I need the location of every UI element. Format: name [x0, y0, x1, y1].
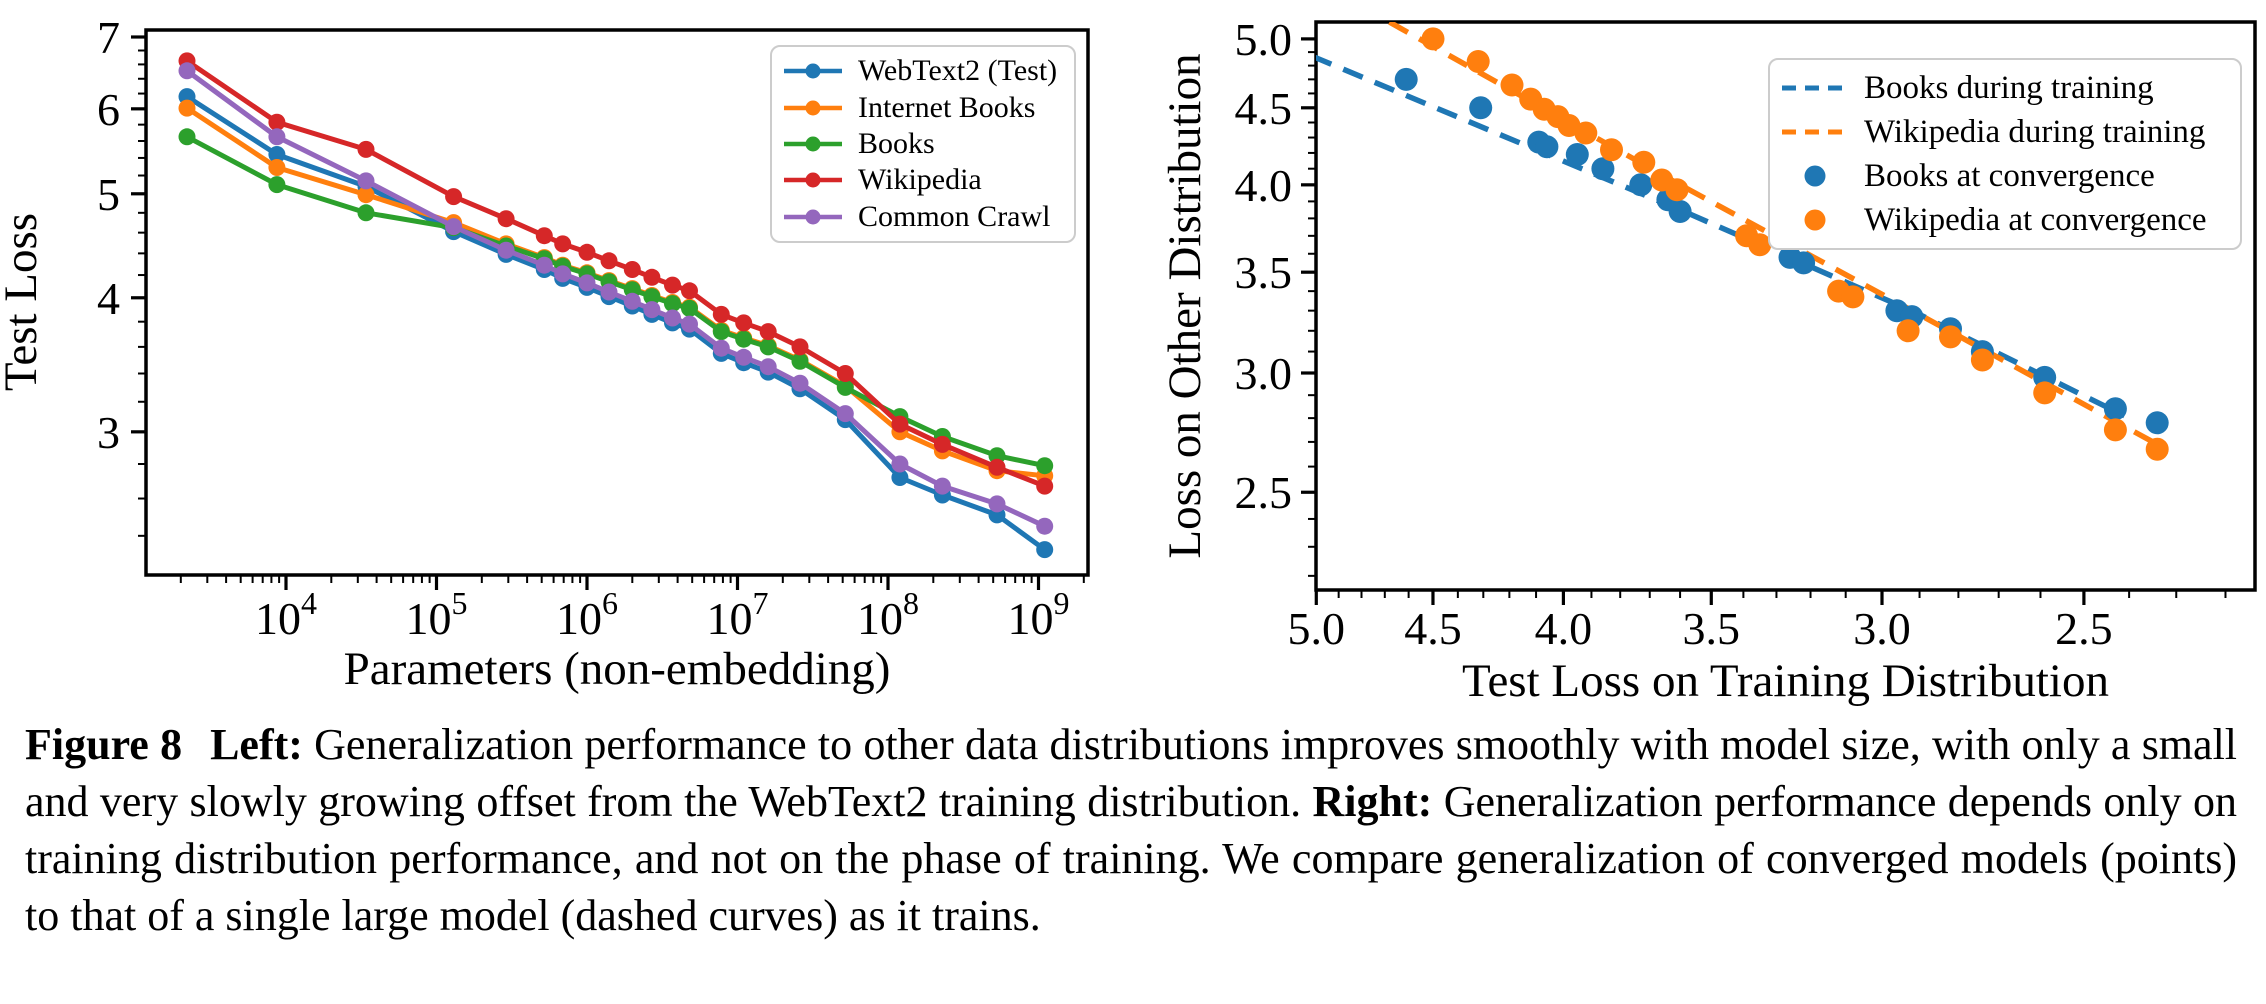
legend-line-marker-icon [784, 209, 842, 225]
legend-line-marker-icon [784, 136, 842, 152]
right-chart-ticks [1301, 37, 2227, 605]
caption-left-text: Generalization performance to other data… [25, 720, 2238, 826]
caption-right-label: Right: [1312, 777, 1433, 826]
legend-item-label: Books during training [1864, 69, 2154, 106]
left-chart-legend: WebText2 (Test) Internet Books Books Wikipe… [770, 45, 1076, 243]
x-tick-label: 105 [406, 585, 468, 644]
y-tick-label: 3.0 [1235, 348, 1293, 399]
right-chart: 5.0 4.5 4.0 3.5 3.0 2.55.04.54.03.53.02.5Test… [1159, 14, 2257, 707]
left-chart-series-wikipedia [178, 52, 1054, 495]
legend-item-books: Books [782, 127, 1064, 161]
legend-item-wikipedia: Wikipedia [782, 163, 1064, 197]
figure-caption: Figure 8 Left: Generalization performance… [25, 716, 2237, 944]
x-tick-label: 2.5 [2055, 603, 2113, 654]
y-tick-label: 2.5 [1235, 467, 1293, 518]
y-tick-label: 6 [97, 84, 120, 135]
y-tick-label: 3.5 [1235, 247, 1293, 298]
right-chart-scatter-wikipedia-at-convergence [1421, 27, 2169, 461]
y-tick-label: 5.0 [1235, 14, 1293, 65]
x-tick-label: 3.0 [1853, 603, 1911, 654]
legend-line-marker-icon [784, 63, 842, 79]
x-tick-label: 4.5 [1404, 603, 1462, 654]
legend-dashed-line-icon [1782, 85, 1848, 91]
y-tick-label: 7 [97, 12, 120, 63]
left-chart-ylabel: Test Loss [0, 213, 47, 391]
legend-dot-icon [1804, 165, 1826, 187]
right-chart-xlabel: Test Loss on Training Distribution [1462, 655, 2109, 707]
legend-item-label: Wikipedia during training [1864, 113, 2206, 150]
legend-item-wikipedia-at-convergence: Wikipedia at convergence [1780, 202, 2230, 239]
legend-item-label: WebText2 (Test) [858, 54, 1058, 88]
legend-item-label: Books at convergence [1864, 157, 2155, 194]
legend-item-webtext2-test-: WebText2 (Test) [782, 54, 1064, 88]
y-tick-label: 4.5 [1235, 83, 1293, 134]
right-chart-ylabel: Loss on Other Distribution [1159, 53, 1211, 558]
y-tick-label: 3 [97, 407, 120, 458]
legend-item-label: Wikipedia [858, 163, 982, 197]
legend-item-books-at-convergence: Books at convergence [1780, 158, 2230, 195]
x-tick-label: 3.5 [1683, 603, 1741, 654]
left-chart-series-common-crawl [178, 62, 1054, 535]
legend-item-wikipedia-during-training: Wikipedia during training [1780, 114, 2230, 151]
x-tick-label: 104 [255, 585, 317, 644]
legend-item-label: Wikipedia at convergence [1864, 201, 2207, 238]
x-tick-label: 108 [857, 585, 919, 644]
legend-dot-icon [1804, 209, 1826, 231]
y-tick-label: 5 [97, 169, 120, 220]
legend-line-marker-icon [784, 100, 842, 116]
x-tick-label: 107 [707, 585, 769, 644]
charts-canvas: 104 105 106 107 108 109 3 4 5 6 7 Parameters (non-e… [0, 12, 2257, 707]
legend-item-internet-books: Internet Books [782, 91, 1064, 125]
left-chart-ticks [131, 35, 1085, 590]
x-tick-label: 4.0 [1535, 603, 1593, 654]
legend-item-label: Books [858, 126, 935, 160]
y-tick-label: 4 [97, 273, 120, 324]
legend-item-label: Internet Books [858, 90, 1036, 124]
left-chart-x-tick-labels: 104 105 106 107 108 109 [255, 585, 1070, 644]
left-chart-xlabel: Parameters (non-embedding) [344, 643, 891, 695]
legend-line-marker-icon [784, 172, 842, 188]
legend-item-label: Common Crawl [858, 199, 1051, 233]
caption-right-text: Generalization performance depends only … [25, 777, 2237, 940]
right-chart-plot-border [1314, 20, 2257, 592]
right-chart-legend: Books during training Wikipedia during tr… [1768, 58, 2242, 250]
caption-left-label: Left: [210, 720, 303, 769]
x-tick-label: 5.0 [1288, 603, 1346, 654]
x-tick-label: 109 [1008, 585, 1070, 644]
legend-item-books-during-training: Books during training [1780, 70, 2230, 107]
x-tick-label: 106 [556, 585, 618, 644]
left-chart-plot-border [144, 28, 1090, 577]
left-chart: 104 105 106 107 108 109 3 4 5 6 7 Parameters (non-e… [0, 12, 1090, 695]
y-tick-label: 4.0 [1235, 160, 1293, 211]
legend-dashed-line-icon [1782, 129, 1848, 135]
caption-figure-label: Figure 8 [25, 720, 183, 769]
legend-item-common-crawl: Common Crawl [782, 200, 1064, 234]
